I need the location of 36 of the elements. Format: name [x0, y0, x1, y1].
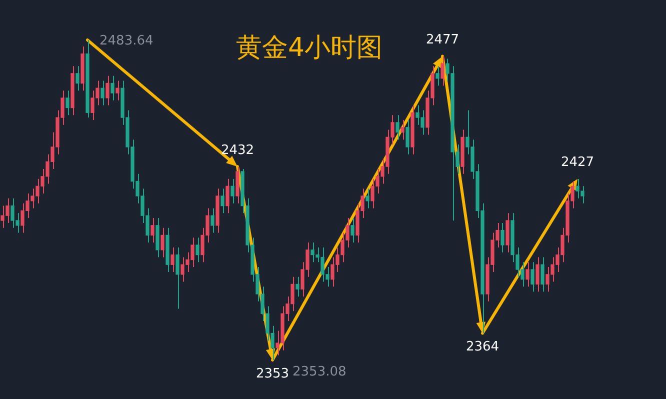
candlestick — [440, 56, 444, 86]
candlestick — [536, 256, 540, 292]
candlestick — [210, 208, 214, 234]
candlestick — [406, 120, 410, 155]
candlestick — [366, 188, 370, 209]
candlestick — [526, 262, 530, 288]
candlestick — [500, 222, 504, 253]
candlestick — [110, 75, 114, 101]
candlestick — [230, 178, 234, 204]
chart-title: 黄金4小时图 — [236, 32, 383, 65]
annotation: 2483.64 — [100, 33, 154, 48]
candlestick — [436, 66, 440, 86]
text: 2353.08 — [292, 364, 346, 380]
candlestick — [296, 276, 300, 297]
candlestick — [396, 114, 400, 140]
candlestick — [160, 227, 164, 258]
candlestick — [226, 178, 230, 214]
candlestick — [540, 256, 544, 292]
candlestick — [116, 80, 120, 101]
candlestick — [100, 80, 104, 106]
candlestick — [350, 218, 354, 244]
annotation: 2427 — [560, 155, 594, 170]
candlestick — [220, 188, 224, 214]
candlestick — [66, 90, 70, 116]
annotation: 2364 — [466, 340, 500, 355]
annotation: 2353 — [256, 366, 290, 382]
annotation: 2477 — [426, 32, 460, 48]
candlestick — [170, 246, 174, 272]
candlestick — [530, 262, 534, 292]
candlestick — [150, 218, 154, 244]
candlestick — [76, 66, 80, 92]
annotation: 2432 — [220, 142, 254, 158]
candlestick — [106, 75, 110, 106]
candlestick — [196, 237, 200, 263]
candlestick — [400, 120, 404, 140]
candlestick — [176, 246, 180, 310]
